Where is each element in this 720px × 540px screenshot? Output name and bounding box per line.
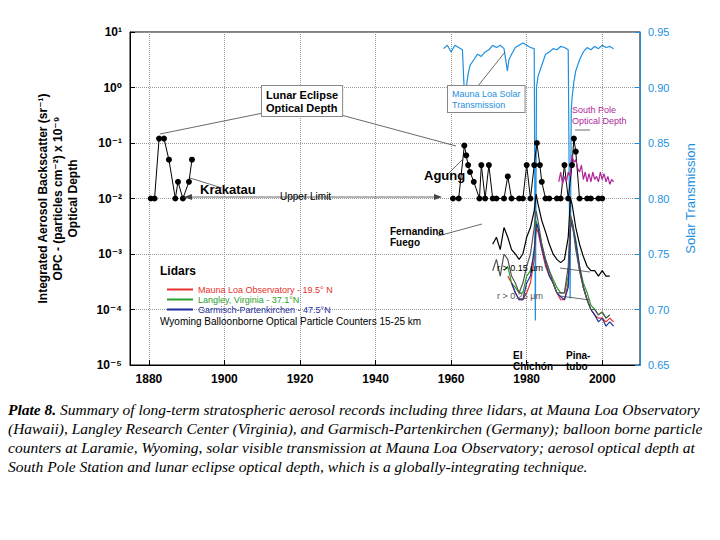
svg-text:1940: 1940 — [362, 372, 389, 386]
svg-text:Pina-: Pina- — [566, 350, 590, 361]
svg-text:Optical Depth: Optical Depth — [572, 116, 627, 126]
svg-text:0.95: 0.95 — [648, 26, 669, 38]
svg-text:1880: 1880 — [136, 372, 163, 386]
svg-text:0.65: 0.65 — [648, 359, 669, 371]
svg-text:10⁻³: 10⁻³ — [98, 247, 122, 261]
svg-text:1900: 1900 — [211, 372, 238, 386]
svg-text:Mauna Loa Observatory - 19.5°: Mauna Loa Observatory - 19.5° N — [198, 285, 333, 295]
svg-text:Transmission: Transmission — [452, 100, 505, 110]
svg-text:1960: 1960 — [438, 372, 465, 386]
svg-text:Langley, Virginia - 37.1°N: Langley, Virginia - 37.1°N — [198, 295, 299, 305]
svg-text:0.90: 0.90 — [648, 82, 669, 94]
svg-text:10¹: 10¹ — [105, 25, 122, 39]
svg-text:Fuego: Fuego — [390, 237, 420, 248]
svg-text:r > 0.15 µm: r > 0.15 µm — [497, 263, 543, 273]
svg-text:r > 0.25 µm: r > 0.25 µm — [497, 291, 543, 301]
svg-text:10⁰: 10⁰ — [103, 81, 122, 95]
svg-text:tubo: tubo — [566, 361, 588, 372]
svg-text:Integrated Aerosol Backscatter: Integrated Aerosol Backscatter (sr⁻¹) — [36, 94, 50, 304]
svg-text:Mauna Loa Solar: Mauna Loa Solar — [452, 89, 521, 99]
svg-text:Optical Depth: Optical Depth — [66, 159, 80, 237]
svg-text:10⁻⁵: 10⁻⁵ — [97, 358, 122, 372]
svg-text:South Pole: South Pole — [572, 105, 616, 115]
svg-text:Solar Transmission: Solar Transmission — [683, 143, 698, 254]
html-text:Plate 8. Summary of long-term: Plate 8. Summary of long-term stratosphe… — [8, 401, 703, 475]
svg-text:1920: 1920 — [287, 372, 314, 386]
svg-text:10⁻²: 10⁻² — [98, 192, 122, 206]
svg-text:1980: 1980 — [513, 372, 540, 386]
svg-text:Chichón: Chichón — [513, 361, 553, 372]
svg-text:Lunar Eclipse: Lunar Eclipse — [266, 89, 338, 101]
svg-text:Wyoming Balloonborne Optical P: Wyoming Balloonborne Optical Particle Co… — [160, 316, 421, 327]
svg-text:Garmisch-Partenkirchen - 47.5°: Garmisch-Partenkirchen - 47.5°N — [198, 305, 331, 315]
svg-text:Agung: Agung — [424, 168, 465, 183]
svg-text:OPC - (particles cm⁻²) x 10⁻⁹: OPC - (particles cm⁻²) x 10⁻⁹ — [51, 117, 65, 281]
svg-text:Optical Depth: Optical Depth — [266, 102, 338, 114]
svg-text:0.80: 0.80 — [648, 193, 669, 205]
svg-text:0.85: 0.85 — [648, 137, 669, 149]
svg-text:Upper Limit: Upper Limit — [280, 191, 331, 202]
svg-text:Lidars: Lidars — [160, 264, 196, 278]
svg-text:2000: 2000 — [589, 372, 616, 386]
svg-text:El: El — [513, 350, 523, 361]
svg-text:10⁻⁴: 10⁻⁴ — [96, 303, 122, 317]
svg-text:Fernandina: Fernandina — [390, 226, 444, 237]
svg-text:Krakatau: Krakatau — [200, 182, 256, 197]
svg-text:0.70: 0.70 — [648, 304, 669, 316]
svg-text:0.75: 0.75 — [648, 248, 669, 260]
svg-text:10⁻¹: 10⁻¹ — [98, 136, 122, 150]
